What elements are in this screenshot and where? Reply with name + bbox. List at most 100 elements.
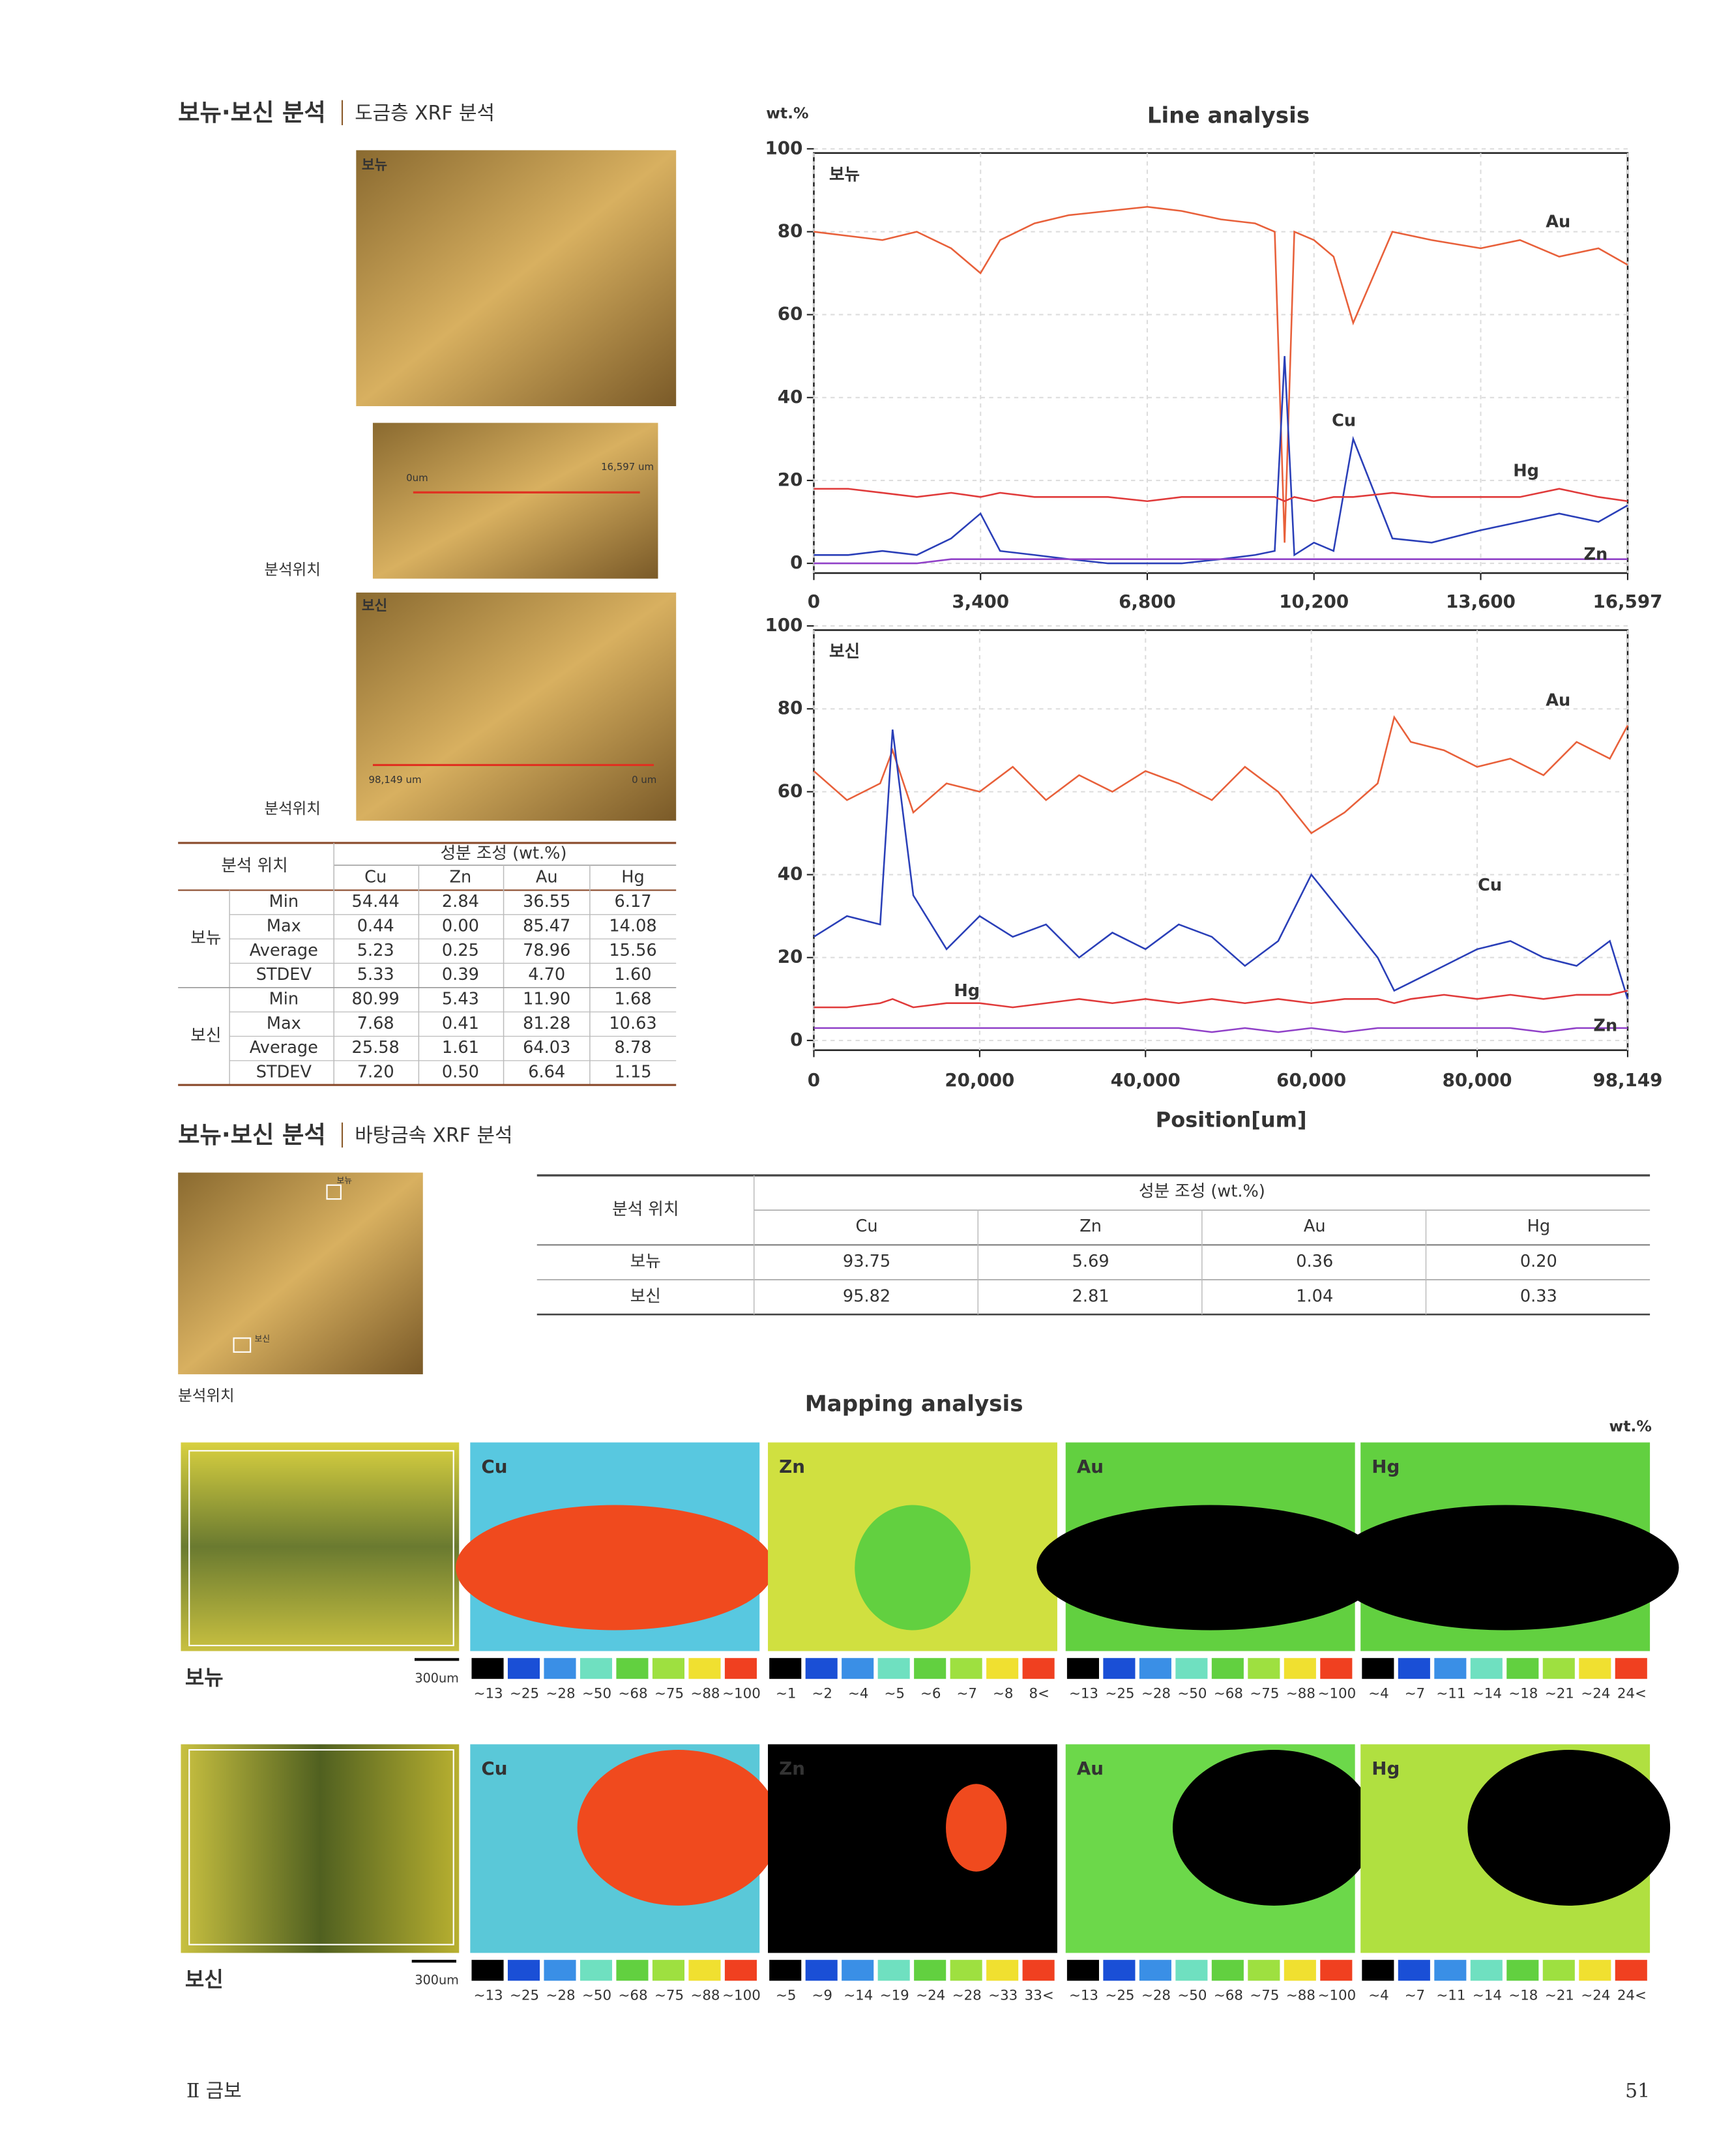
legend-swatch [1248,1960,1280,1981]
legend-label: ~21 [1545,1988,1574,2004]
table-cell: Min [269,892,299,911]
table-header: Hg [1527,1217,1551,1236]
legend-swatch [877,1960,910,1981]
legend-swatch [950,1960,982,1981]
table-cell: 95.82 [843,1287,890,1307]
table-cell: 78.96 [523,941,570,960]
y-tick-label: 20 [778,946,803,967]
legend-label: ~14 [844,1988,873,2004]
table-cell: 7.68 [357,1014,394,1033]
legend-swatch [950,1658,982,1679]
map-element: Au [1077,1758,1104,1779]
legend-swatch [724,1658,757,1679]
legend-label: ~50 [1177,1988,1207,2004]
table-cell: 1.60 [615,965,652,984]
legend-swatch [1022,1658,1055,1679]
scan-label: 98,149 um [369,774,422,786]
table-header: 성분 조성 (wt.%) [1139,1181,1265,1201]
series-label: Hg [1513,461,1539,480]
table-header: Hg [621,867,645,887]
plot-frame [813,629,1629,1052]
map-element: Zn [779,1456,805,1477]
table-cell: Max [267,916,301,936]
legend-label: ~28 [546,1686,576,1702]
legend-swatch [914,1658,947,1679]
legend-label: ~25 [1105,1988,1134,2004]
legend-label: ~5 [885,1686,905,1702]
panel-label: 보신 [829,642,860,662]
table-cell: STDEV [256,965,312,984]
legend-label: ~1 [776,1686,796,1702]
table-cell: 10.63 [609,1014,656,1033]
map-region [1467,1750,1671,1906]
series-line [814,205,1628,543]
row-label: 보신 [185,1967,224,1992]
x-tick-label: 6,800 [1119,591,1176,612]
legend-swatch [1579,1960,1611,1981]
table-cell: 0.20 [1520,1252,1557,1271]
map-element: Hg [1372,1456,1400,1477]
legend-label: ~88 [1286,1988,1315,2004]
legend-label: ~7 [1405,1686,1425,1702]
table-cell: 6.64 [528,1063,565,1082]
legend-label: ~68 [619,1988,648,2004]
legend-swatch [1320,1658,1353,1679]
legend-label: ~2 [812,1686,832,1702]
section-subtitle: 도금층 XRF 분석 [355,102,495,125]
legend-swatch [914,1960,947,1981]
y-tick-label: 40 [778,386,803,407]
table-cell: 54.44 [352,892,400,911]
legend-label: ~4 [1368,1686,1388,1702]
footer-section: Ⅱ 금보 [186,2080,242,2103]
table-cell: 4.70 [528,965,565,984]
scale-label: 300um [415,1973,458,1988]
legend-swatch [1542,1960,1575,1981]
table-cell: 보신 [190,1026,221,1045]
legend-swatch [1434,1658,1467,1679]
table-cell: Average [250,941,318,960]
table-cell: 2.81 [1072,1287,1109,1307]
legend-label: ~75 [654,1686,684,1702]
series-line [813,729,1629,999]
map-region [855,1505,971,1631]
legend-swatch [1470,1960,1503,1981]
table-cell: 1.15 [615,1063,652,1082]
y-tick-label: 100 [765,614,803,636]
legend-label: ~100 [722,1686,761,1702]
legend-swatch [1103,1658,1136,1679]
legend-swatch [1103,1960,1136,1981]
legend-label: ~14 [1473,1686,1502,1702]
photo-base [178,1172,423,1374]
marker [233,1337,252,1353]
table-cell: 보뉴 [630,1252,661,1271]
legend-label: ~25 [510,1686,539,1702]
table-header: Au [536,867,558,887]
table-cell: 85.47 [523,916,570,936]
legend-label: ~25 [1105,1686,1134,1702]
legend-swatch [1615,1658,1647,1679]
map-region [456,1505,774,1631]
legend-label: ~13 [1069,1686,1098,1702]
map-element: Cu [481,1456,507,1477]
legend-label: ~13 [474,1988,503,2004]
legend-swatch [688,1658,721,1679]
section-title: 보뉴·보신 분석 [178,98,326,126]
legend-label: ~5 [776,1988,796,2004]
legend-label: ~88 [1286,1686,1315,1702]
scan-label: 0um [406,472,428,484]
legend-swatch [1139,1960,1171,1981]
map-element: Hg [1372,1758,1400,1779]
table-cell: 11.90 [523,989,570,1009]
series-line [814,1027,1628,1033]
caption: 분석위치 [178,1387,234,1405]
legend-label: ~28 [952,1988,982,2004]
series-line [814,558,1628,565]
photo-bosin [356,592,677,821]
table-cell: 0.33 [1520,1287,1557,1307]
legend-label: ~50 [582,1686,611,1702]
table-cell: 0.00 [442,916,479,936]
x-tick-label: 3,400 [952,591,1009,612]
table-cell: 36.55 [523,892,570,911]
table-header: Zn [450,867,472,887]
